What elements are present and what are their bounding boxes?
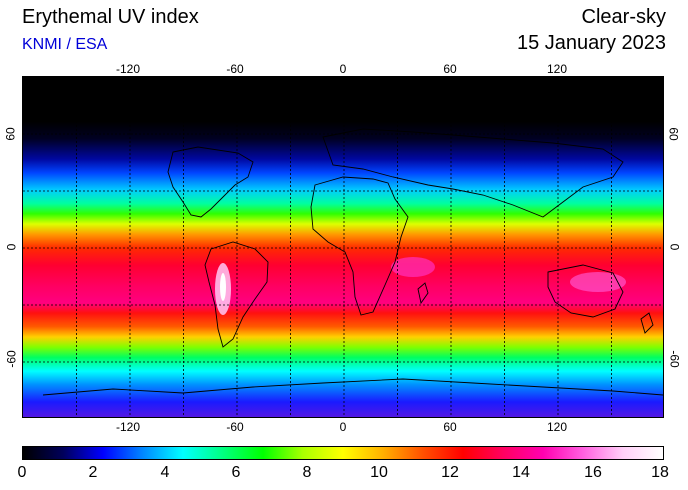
- north-america-coast: [167, 146, 254, 218]
- lon-tick-bottom: -60: [226, 420, 244, 434]
- lat-tick-right: 0: [667, 243, 682, 251]
- africa-coast: [310, 176, 409, 316]
- colorbar-label: 16: [584, 464, 602, 481]
- lat-tick-left: 60: [3, 127, 18, 141]
- lat-tick-right: -60: [667, 350, 682, 368]
- coastlines: [42, 128, 663, 396]
- uv-field: [23, 77, 663, 417]
- lon-tick-bottom: 60: [443, 420, 457, 434]
- colorbar-label: 4: [160, 464, 170, 481]
- map-title: Erythemal UV index: [22, 6, 199, 28]
- colorbar-label: 2: [88, 464, 98, 481]
- uv-peak-andes-core: [220, 273, 226, 301]
- lon-tick-top: 0: [339, 62, 347, 76]
- madagascar-coast: [417, 282, 429, 305]
- colorbar-label: 18: [651, 464, 669, 481]
- south-america-coast: [204, 241, 269, 348]
- lon-tick-top: 120: [546, 62, 568, 76]
- grid-lines: [23, 77, 663, 417]
- colorbar-label: 6: [231, 464, 241, 481]
- lon-tick-top: -120: [115, 62, 141, 76]
- uv-high-australia: [570, 272, 626, 292]
- colorbar-label: 12: [441, 464, 459, 481]
- lon-tick-top: 60: [443, 62, 457, 76]
- lon-tick-bottom: 120: [546, 420, 568, 434]
- lon-tick-bottom: 0: [339, 420, 347, 434]
- lat-tick-right: 60: [666, 127, 681, 141]
- uv-high-africa: [391, 257, 435, 277]
- uv-colorbar: [22, 446, 664, 460]
- lat-tick-left: -60: [4, 350, 19, 368]
- uv-index-map: [22, 76, 664, 418]
- eurasia-coast: [322, 128, 624, 218]
- map-date: 15 January 2023: [516, 32, 666, 54]
- new-zealand-coast: [640, 312, 654, 334]
- sky-condition: Clear-sky: [581, 6, 666, 28]
- colorbar-label: 8: [302, 464, 312, 481]
- antarctica-coast: [42, 378, 663, 396]
- lon-tick-bottom: -120: [115, 420, 141, 434]
- uv-map-graphic: [23, 77, 663, 417]
- lat-tick-left: 0: [4, 243, 19, 251]
- lon-tick-top: -60: [226, 62, 244, 76]
- australia-coast: [547, 264, 624, 318]
- data-source: KNMI / ESA: [22, 36, 108, 53]
- colorbar-label: 0: [17, 464, 27, 481]
- colorbar-label: 10: [370, 464, 388, 481]
- colorbar-label: 14: [512, 464, 530, 481]
